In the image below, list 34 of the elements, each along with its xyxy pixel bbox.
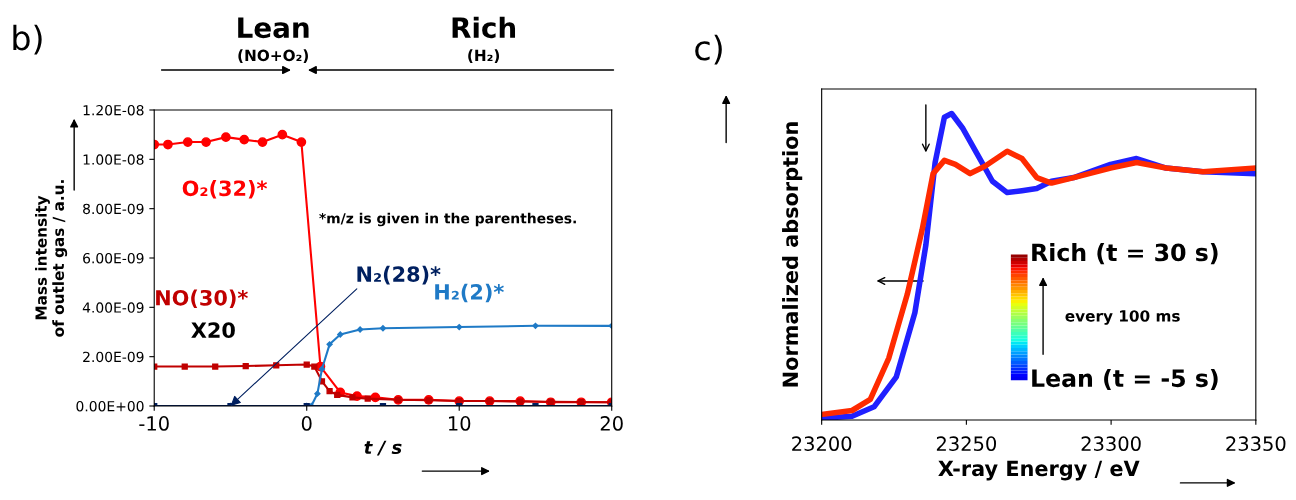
x-axis-title: X-ray Energy / eV: [938, 460, 1140, 481]
x-tick-label: 23300: [1081, 436, 1141, 452]
annotation: *m/z is given in the parentheses.: [319, 212, 576, 227]
x-tick-label: 23350: [1226, 436, 1286, 452]
y-axis-title: Mass intensity of outlet gas / a.u.: [35, 180, 68, 337]
annotation: every 100 ms: [1065, 310, 1180, 325]
text: N₂(28)*: [357, 265, 441, 285]
annotation: X20: [191, 322, 235, 339]
series-label: H₂(2)*: [435, 283, 504, 303]
y-tick-label: 6.00E-09: [83, 252, 144, 264]
x-tick-label: 0: [301, 416, 312, 431]
chart-title: c): [695, 34, 722, 65]
y-tick-label: 8.00E-09: [83, 203, 144, 215]
x-tick-label: 23250: [936, 436, 997, 452]
annotation: Rich (t = 30 s): [1032, 243, 1218, 265]
x-tick-label: 23200: [792, 436, 852, 452]
y-tick-label: 1.20E-08: [83, 104, 144, 116]
x-tick-label: -10: [139, 416, 169, 431]
x-axis-title: t / s: [364, 440, 402, 456]
chart-title: b): [13, 24, 42, 55]
y-tick-label: 1.00E-08: [83, 154, 144, 165]
y-tick-label: 4.00E-09: [82, 302, 144, 313]
text: (H₂): [468, 49, 500, 63]
x-tick-label: 10: [448, 416, 471, 431]
y-tick-label: 0.00E+00: [76, 400, 144, 412]
x-tick-label: 20: [600, 416, 623, 431]
text: (NO+O₂): [238, 49, 308, 63]
y-tick-label: 2.00E-09: [83, 351, 144, 363]
y-axis-title: Normalized absorption: [782, 122, 803, 387]
text: Lean: [238, 17, 309, 39]
text: Rich: [452, 16, 516, 39]
text: NO(30)*: [156, 289, 248, 309]
annotation: Lean (t = -5 s): [1032, 368, 1218, 390]
series-label: O₂(32)*: [182, 180, 268, 199]
